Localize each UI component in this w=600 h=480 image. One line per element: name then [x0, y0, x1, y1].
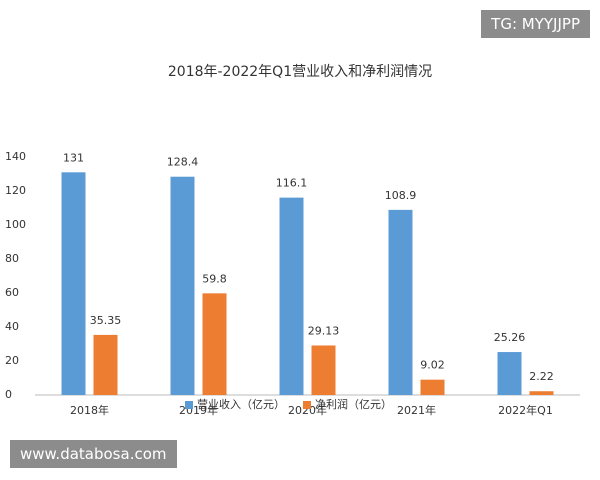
bar: [420, 379, 445, 395]
bar: [279, 197, 304, 395]
data-label: 9.02: [420, 359, 445, 372]
chart-title: 2018年-2022年Q1营业收入和净利润情况: [168, 64, 432, 80]
legend-label: 净利润（亿元）: [315, 397, 392, 411]
x-tick-label: 2018年: [70, 403, 109, 417]
bar: [388, 209, 413, 395]
x-tick-label: 2021年: [397, 403, 436, 417]
data-label: 59.8: [202, 272, 227, 285]
legend-swatch: [303, 401, 311, 409]
bar: [170, 176, 195, 395]
bar: [529, 391, 554, 395]
watermark: TG: MYYJJPP: [481, 10, 590, 38]
x-tick-label: 2020年: [288, 403, 327, 417]
y-tick-label: 60: [5, 286, 19, 299]
bar: [61, 172, 86, 395]
data-label: 128.4: [167, 156, 199, 169]
y-tick-label: 80: [5, 252, 19, 265]
legend-label: 营业收入（亿元）: [197, 397, 285, 411]
watermark: www.databosa.com: [10, 440, 177, 468]
y-tick-label: 40: [5, 320, 19, 333]
bar: [311, 345, 336, 395]
data-label: 108.9: [385, 189, 417, 202]
bar: [93, 334, 118, 395]
bar: [497, 352, 522, 395]
y-tick-label: 20: [5, 354, 19, 367]
data-label: 29.13: [308, 324, 340, 337]
y-tick-label: 0: [5, 388, 12, 401]
data-label: 25.26: [494, 331, 526, 344]
legend-swatch: [185, 401, 193, 409]
data-label: 131: [63, 151, 84, 164]
x-tick-label: 2022年Q1: [498, 403, 553, 417]
y-tick-label: 120: [5, 184, 26, 197]
y-tick-label: 140: [5, 150, 26, 163]
data-label: 35.35: [90, 314, 122, 327]
data-label: 116.1: [276, 177, 308, 190]
y-tick-label: 100: [5, 218, 26, 231]
bar: [202, 293, 227, 395]
data-label: 2.22: [529, 370, 554, 383]
